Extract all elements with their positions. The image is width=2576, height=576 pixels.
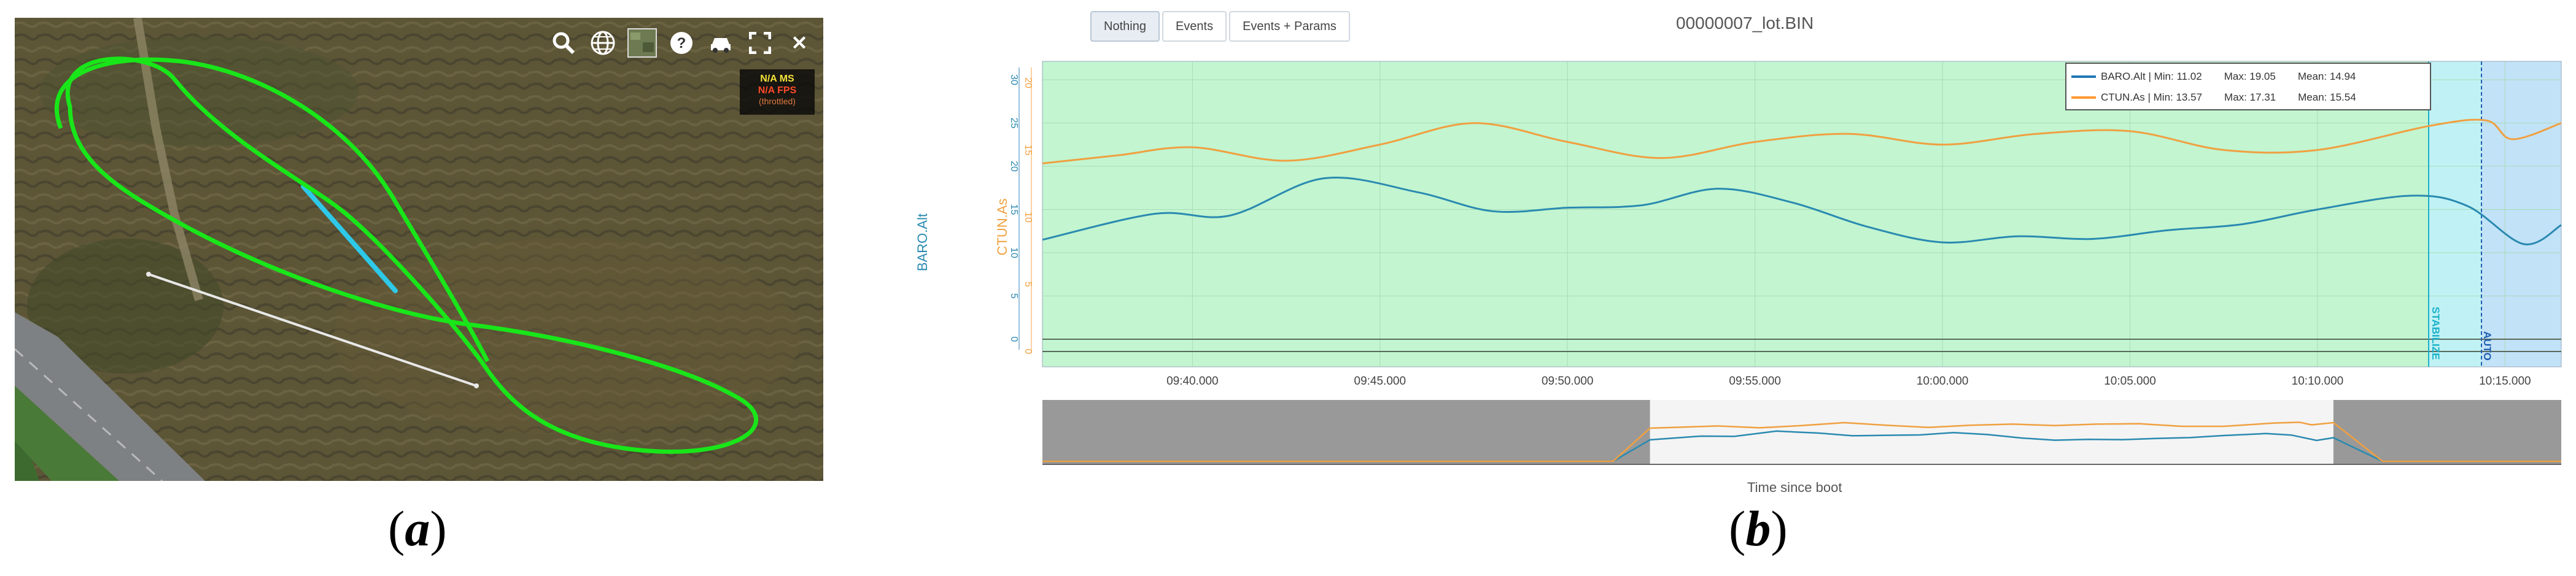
satellite-map[interactable] (15, 18, 823, 481)
plot-panel: 0 5 10 15 20 25 30 0 5 10 15 20 BARO.Alt CTUN.As S… (884, 0, 2576, 495)
series-line-ctun-as (1042, 118, 2562, 164)
legend-mean-baro: Mean: 14.94 (2297, 71, 2356, 82)
legend-item-ctun[interactable]: CTUN.As | Min: 13.57 Max: 17.31 Mean: 15… (2071, 87, 2425, 108)
x-axis-label: Time since boot (1747, 480, 1842, 495)
y-right-tick-label: 15 (1023, 145, 1033, 156)
mode-label-auto: AUTO (2481, 331, 2493, 361)
plot-canvas[interactable]: 0 5 10 15 20 25 30 0 5 10 15 20 BARO.Alt CTUN.As S… (884, 0, 2576, 491)
overview-line-baro-alt (1042, 430, 2561, 463)
panel-label-a: (a) (388, 501, 447, 556)
x-tick-label: 10:05.000 (2104, 375, 2156, 388)
range-slider[interactable] (1042, 400, 2561, 465)
x-tick-label: 09:50.000 (1542, 375, 1594, 388)
x-tick-label: 10:00.000 (1917, 375, 1969, 388)
stabilize-mode-region (1042, 61, 2429, 367)
path-line (148, 273, 477, 387)
y-left-tick-label: 20 (1009, 161, 1019, 172)
legend: BARO.Alt | Min: 11.02 Max: 19.05 Mean: 1… (2065, 63, 2431, 110)
car-icon[interactable] (705, 28, 736, 58)
overview-series (1042, 421, 2561, 463)
y-left-tick-label: 5 (1009, 293, 1019, 299)
nothing-button[interactable]: Nothing (1090, 11, 1160, 42)
y-left-tick-label: 25 (1009, 118, 1019, 129)
map-toolbar: ? ✕ (548, 24, 815, 62)
legend-max-baro: Max: 19.05 (2224, 71, 2276, 82)
auto-transition-region (2429, 61, 2481, 367)
x-tick-label: 09:45.000 (1354, 375, 1406, 388)
x-axis-ticks: 09:40.000 09:45.000 09:50.000 09:55.000 10:0… (1166, 375, 2531, 388)
legend-text-ctun: CTUN.As | Min: 13.57 (2101, 91, 2203, 103)
svg-text:?: ? (677, 35, 686, 52)
legend-swatch-baro (2071, 75, 2096, 78)
mode-label-stabilize: STABILIZE (2430, 307, 2442, 360)
flight-track (66, 56, 759, 454)
close-icon[interactable]: ✕ (791, 32, 808, 54)
y-right-tick-label: 0 (1023, 349, 1033, 355)
panel-label-b: (b) (1729, 501, 1788, 556)
y-axis-right-ticks: 0 5 10 15 20 (1023, 77, 1033, 354)
y-right-tick-label: 20 (1023, 77, 1033, 88)
fps-readout: N/A FPS (758, 85, 797, 96)
legend-mean-ctun: Mean: 15.54 (2298, 91, 2356, 103)
events-params-button[interactable]: Events + Params (1229, 11, 1350, 42)
y-right-tick-label: 10 (1023, 212, 1033, 223)
search-icon[interactable] (548, 28, 579, 58)
performance-overlay: N/A MS N/A FPS (throttled) (740, 69, 815, 115)
legend-item-baro[interactable]: BARO.Alt | Min: 11.02 Max: 19.05 Mean: 1… (2071, 66, 2425, 87)
fullscreen-icon[interactable] (745, 28, 775, 58)
legend-max-ctun: Max: 17.31 (2224, 91, 2276, 103)
series-line-baro-alt (1042, 177, 2562, 245)
satellite-layer-icon[interactable] (627, 28, 658, 58)
plot-title: 00000007_lot.BIN (1676, 13, 1814, 33)
auto-mode-region (2481, 61, 2561, 367)
range-window (1650, 400, 2334, 465)
x-tick-label: 09:40.000 (1166, 375, 1219, 388)
legend-text-baro: BARO.Alt | Min: 11.02 (2101, 71, 2202, 82)
throttled-note: (throttled) (759, 96, 796, 107)
highlight-segment (301, 184, 398, 293)
y-axis-right-label: CTUN.As (995, 199, 1010, 256)
globe-icon[interactable] (588, 28, 618, 58)
y-right-tick-label: 5 (1023, 282, 1033, 287)
y-axis-left-label: BARO.Alt (915, 213, 930, 271)
x-tick-label: 10:15.000 (2479, 375, 2531, 388)
help-icon[interactable]: ? (666, 28, 697, 58)
y-axis-left-ticks: 0 5 10 15 20 25 30 (1009, 74, 1019, 342)
x-tick-label: 09:55.000 (1729, 375, 1781, 388)
series-lines (1042, 118, 2562, 245)
overview-line-ctun-as (1042, 421, 2561, 463)
annotation-toggle-group: Nothing Events Events + Params (1090, 11, 1350, 42)
y-left-tick-label: 0 (1009, 337, 1019, 342)
x-tick-label: 10:10.000 (2292, 375, 2344, 388)
y-left-tick-label: 30 (1009, 74, 1019, 85)
legend-swatch-ctun (2071, 96, 2096, 99)
y-left-tick-label: 15 (1009, 204, 1019, 215)
ms-readout: N/A MS (760, 74, 794, 84)
grid-lines (1042, 61, 2561, 367)
map-view[interactable]: ? ✕ N/A MS N/A FPS (throttled) (15, 18, 823, 481)
events-button[interactable]: Events (1162, 11, 1227, 42)
y-left-tick-label: 10 (1009, 247, 1019, 258)
